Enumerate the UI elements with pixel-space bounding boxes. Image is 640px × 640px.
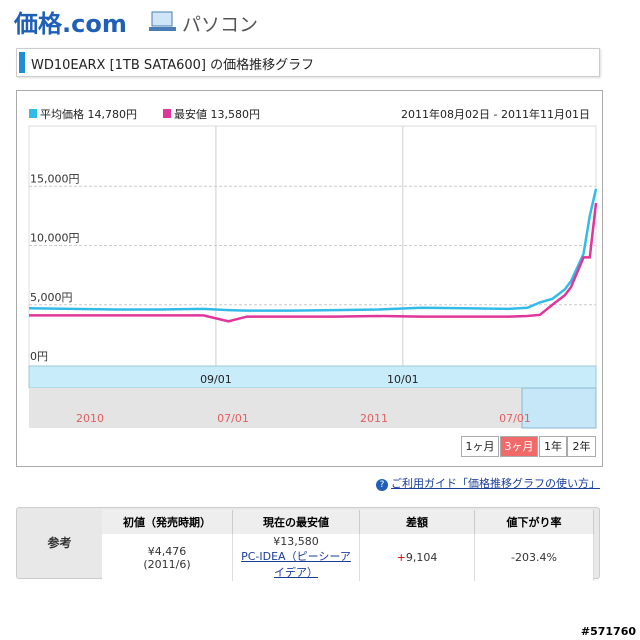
legend-name: 最安値 (174, 107, 207, 121)
first-date: (2011/6) (143, 557, 191, 571)
navigator-selection (521, 387, 597, 429)
period-button[interactable]: 3ヶ月 (500, 436, 538, 457)
shop-link[interactable]: PC-IDEA（ピーシーアイデア） (241, 550, 351, 579)
col-header: 現在の最安値 (232, 510, 360, 534)
table: 初値（発売時期） 現在の最安値 差額 値下がり率 ¥4,476 (2011/6) ¥13… (102, 510, 594, 581)
legend-entry: 最安値 13,580円 (174, 107, 260, 121)
title-box: WD10EARX [1TB SATA600] の価格推移グラフ (16, 48, 600, 77)
y-tick-label: 10,000円 (30, 232, 80, 245)
series-line (28, 188, 598, 312)
y-tick-label: 0円 (30, 350, 48, 363)
x-tick-label: 10/01 (387, 373, 419, 386)
first-price: ¥4,476 (147, 544, 187, 558)
diff-sign: + (396, 551, 406, 564)
logo[interactable]: 価格.com (14, 10, 127, 38)
navigator-label: 2011 (360, 412, 388, 425)
legend-value: 13,580円 (211, 108, 261, 121)
row-label: 参考 (47, 536, 72, 550)
pc-icon (149, 11, 176, 31)
reference-table: 参考 初値（発売時期） 現在の最安値 差額 値下がり率 ¥4,476 (2011/6) … (16, 507, 600, 581)
current-price: ¥13,580 (273, 535, 319, 548)
guide-link[interactable]: ? ご利用ガイド「価格推移グラフの使い方」 (376, 475, 600, 491)
diff: 9,104 (405, 551, 438, 564)
guide-text[interactable]: ご利用ガイド「価格推移グラフの使い方」 (391, 477, 600, 490)
legend-swatch (163, 109, 171, 118)
navigator-label: 2010 (76, 412, 104, 425)
navigator (29, 388, 596, 428)
col-header: 初値（発売時期） (102, 510, 233, 534)
period-button[interactable]: 1年 (539, 436, 567, 457)
legend-swatch (29, 109, 37, 118)
y-tick-label: 5,000円 (30, 291, 73, 304)
x-axis-strip (28, 365, 597, 389)
date-range: 2011年08月02日 - 2011年11月01日 (401, 107, 590, 121)
watermark: #571760 (580, 625, 636, 638)
page-title: WD10EARX [1TB SATA600] の価格推移グラフ (31, 58, 315, 73)
chart-box (16, 90, 603, 467)
col-header: 値下がり率 (474, 510, 594, 534)
period-button[interactable]: 1ヶ月 (461, 436, 499, 457)
series-line (29, 202, 598, 323)
period-button[interactable]: 2年 (567, 436, 596, 457)
navigator-label: 07/01 (499, 412, 531, 425)
navigator-label: 07/01 (217, 412, 249, 425)
y-tick-label: 15,000円 (30, 172, 80, 185)
x-tick-label: 09/01 (200, 373, 232, 386)
col-header: 差額 (359, 510, 475, 534)
legend-entry: 平均価格 14,780円 (40, 107, 137, 121)
legend-value: 14,780円 (88, 108, 138, 121)
drop-rate: -203.4% (511, 551, 557, 564)
section-title[interactable]: パソコン (182, 14, 259, 36)
legend-name: 平均価格 (40, 107, 84, 121)
